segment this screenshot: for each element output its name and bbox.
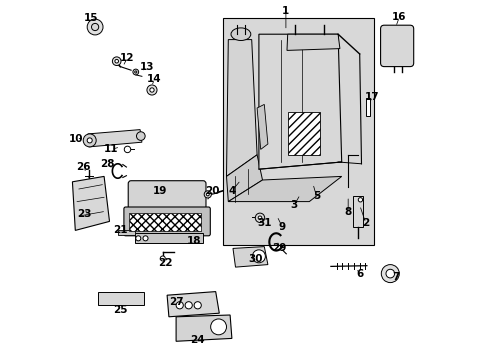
Circle shape: [91, 23, 99, 31]
Text: 6: 6: [355, 269, 363, 279]
Text: 13: 13: [139, 62, 154, 72]
Circle shape: [136, 132, 145, 140]
Text: 15: 15: [84, 13, 99, 23]
Text: 2: 2: [362, 218, 369, 228]
Polygon shape: [257, 104, 267, 149]
Text: 30: 30: [247, 254, 262, 264]
Circle shape: [87, 19, 103, 35]
Text: 12: 12: [120, 53, 135, 63]
Text: 19: 19: [152, 186, 167, 196]
Circle shape: [252, 250, 265, 263]
Text: 17: 17: [364, 92, 379, 102]
Circle shape: [194, 302, 201, 309]
Text: 16: 16: [391, 12, 406, 22]
Text: 10: 10: [69, 134, 83, 144]
Text: 23: 23: [77, 209, 91, 219]
Polygon shape: [167, 292, 219, 317]
Circle shape: [255, 213, 264, 222]
Text: 27: 27: [168, 297, 183, 307]
Circle shape: [385, 269, 394, 278]
Bar: [366, 98, 369, 116]
Circle shape: [258, 216, 261, 220]
Text: 25: 25: [113, 305, 127, 315]
Circle shape: [381, 265, 399, 283]
Polygon shape: [286, 34, 339, 50]
Polygon shape: [232, 247, 267, 267]
Polygon shape: [176, 315, 231, 341]
FancyBboxPatch shape: [123, 207, 210, 236]
Text: 24: 24: [190, 335, 204, 345]
Text: 4: 4: [228, 186, 235, 196]
Text: 1: 1: [282, 6, 289, 16]
Bar: [352, 196, 362, 227]
Circle shape: [160, 256, 165, 261]
Text: 18: 18: [186, 236, 201, 246]
Circle shape: [134, 71, 137, 73]
Circle shape: [176, 302, 183, 309]
Polygon shape: [88, 130, 142, 147]
Text: 9: 9: [278, 222, 285, 232]
Circle shape: [204, 191, 211, 198]
Circle shape: [206, 193, 209, 196]
Circle shape: [87, 138, 92, 143]
Text: 3: 3: [290, 200, 297, 210]
Circle shape: [149, 88, 154, 92]
Polygon shape: [226, 155, 262, 202]
Text: 28: 28: [100, 159, 115, 169]
Circle shape: [185, 302, 192, 309]
Text: 31: 31: [257, 218, 271, 228]
Bar: [287, 112, 320, 155]
Ellipse shape: [230, 28, 250, 40]
Text: 5: 5: [312, 191, 320, 201]
Bar: [118, 230, 135, 235]
Circle shape: [133, 69, 139, 75]
Bar: [98, 292, 144, 305]
Circle shape: [358, 198, 362, 202]
FancyBboxPatch shape: [128, 181, 205, 213]
Polygon shape: [258, 34, 341, 169]
Circle shape: [83, 134, 96, 147]
Circle shape: [146, 85, 157, 95]
Text: 26: 26: [76, 162, 90, 172]
Bar: [129, 213, 201, 231]
Text: 11: 11: [104, 144, 118, 154]
Text: 8: 8: [344, 207, 351, 217]
Circle shape: [210, 319, 226, 335]
Bar: [134, 233, 203, 243]
Circle shape: [115, 59, 118, 63]
FancyBboxPatch shape: [380, 25, 413, 67]
Circle shape: [124, 146, 130, 153]
Circle shape: [142, 236, 148, 241]
Text: 29: 29: [272, 243, 286, 253]
Text: 14: 14: [147, 74, 162, 84]
Polygon shape: [72, 176, 109, 230]
Polygon shape: [226, 40, 257, 176]
Bar: [223, 18, 373, 245]
Circle shape: [136, 236, 141, 241]
Polygon shape: [228, 176, 341, 202]
Text: 20: 20: [204, 186, 219, 196]
Text: 21: 21: [113, 225, 127, 235]
Text: 22: 22: [158, 258, 172, 268]
Circle shape: [112, 57, 121, 66]
Text: 7: 7: [391, 272, 399, 282]
